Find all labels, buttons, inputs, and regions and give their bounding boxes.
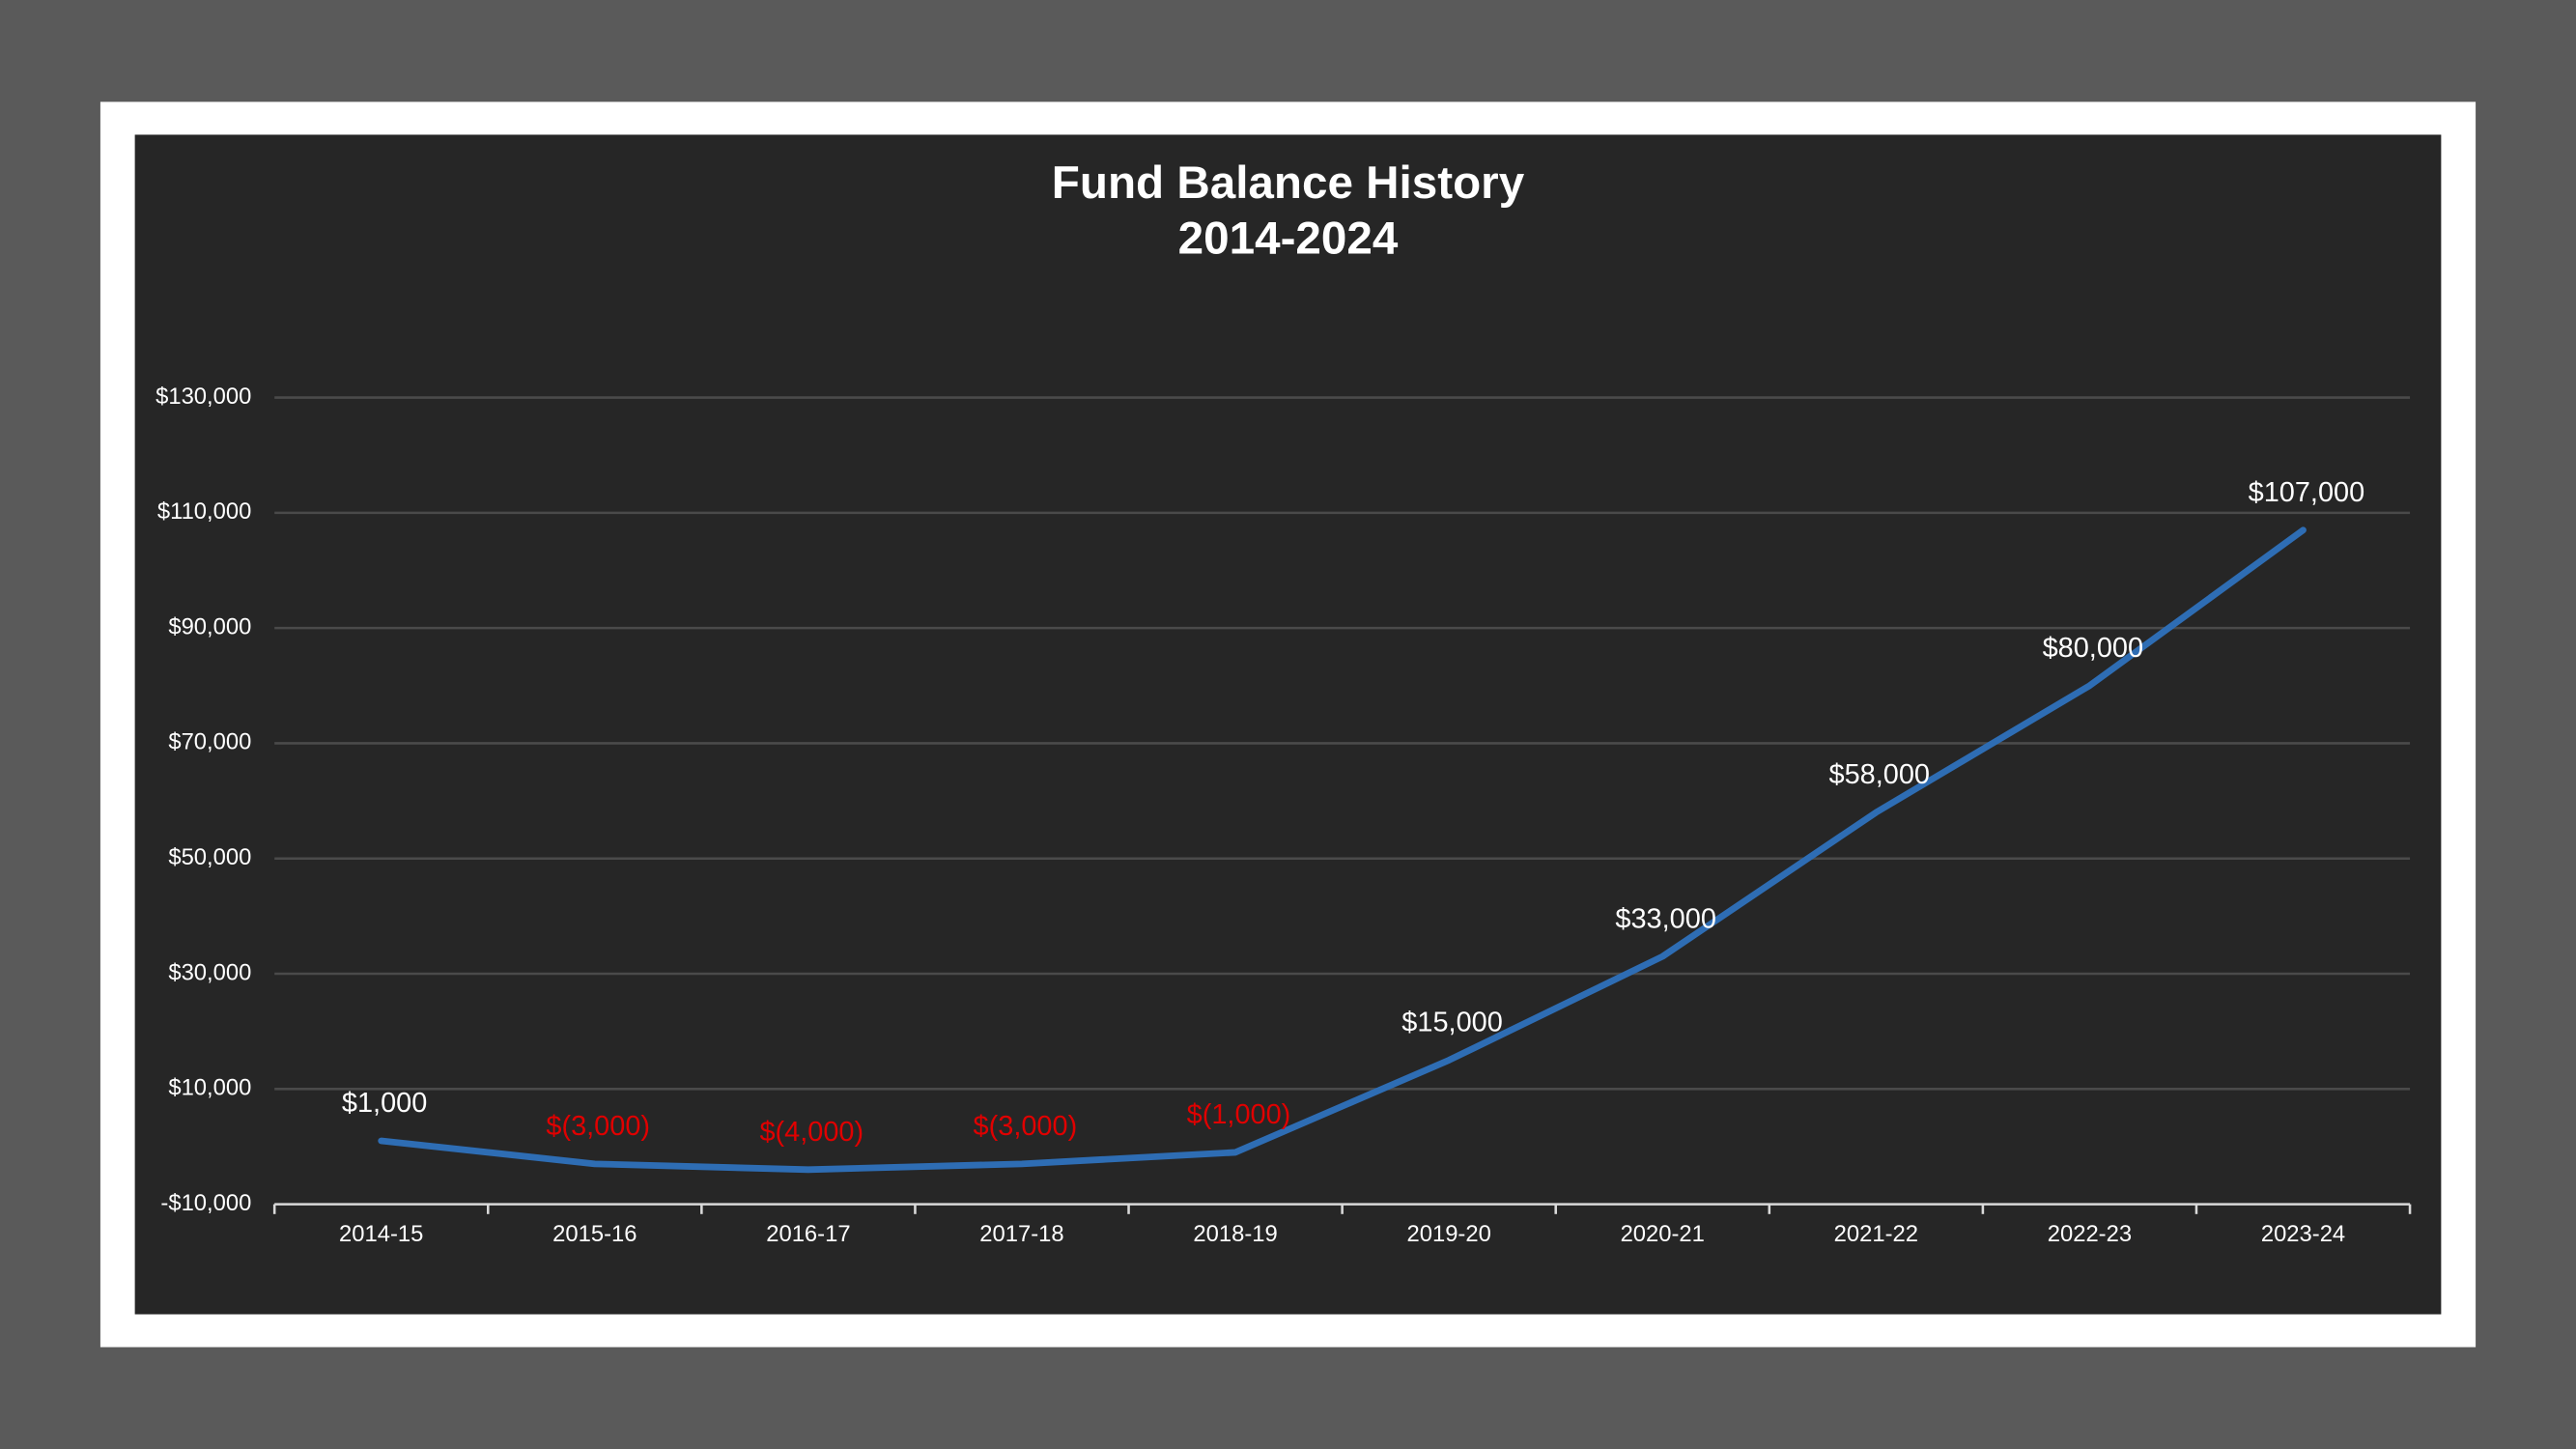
x-tick-label: 2017-18 — [979, 1221, 1063, 1247]
data-line — [378, 526, 2307, 1174]
x-tick-label: 2015-16 — [552, 1221, 637, 1247]
y-tick-label: $30,000 — [168, 959, 251, 985]
x-tick-label: 2014-15 — [339, 1221, 423, 1247]
chart-title: Fund Balance History — [1052, 157, 1525, 209]
x-tick-label: 2018-19 — [1193, 1221, 1277, 1247]
x-tick-label: 2020-21 — [1621, 1221, 1705, 1247]
x-tick-label: 2016-17 — [766, 1221, 850, 1247]
data-label: $15,000 — [1401, 1008, 1503, 1038]
data-label: $1,000 — [342, 1088, 427, 1119]
data-label: $107,000 — [2249, 477, 2365, 508]
chart-subtitle: 2014-2024 — [1178, 213, 1399, 265]
x-tick-label: 2019-20 — [1406, 1221, 1490, 1247]
y-tick-label: $50,000 — [168, 844, 251, 870]
data-label: $80,000 — [2043, 633, 2144, 664]
data-label: $33,000 — [1615, 903, 1716, 934]
x-tick-label: 2022-23 — [2048, 1221, 2132, 1247]
data-label: $(3,000) — [546, 1111, 650, 1142]
data-label: $58,000 — [1828, 759, 1930, 790]
y-tick-label: -$10,000 — [160, 1190, 251, 1216]
data-label: $(1,000) — [1187, 1099, 1291, 1130]
data-label: $(3,000) — [974, 1111, 1078, 1142]
x-tick-label: 2021-22 — [1834, 1221, 1918, 1247]
y-tick-label: $110,000 — [157, 498, 252, 525]
y-tick-label: $90,000 — [168, 613, 251, 639]
y-tick-label: $70,000 — [168, 729, 251, 755]
data-label: $(4,000) — [759, 1117, 863, 1148]
y-tick-label: $130,000 — [156, 384, 251, 410]
y-tick-label: $10,000 — [168, 1075, 251, 1101]
x-tick-label: 2023-24 — [2261, 1221, 2345, 1247]
chart-panel — [134, 134, 2442, 1315]
